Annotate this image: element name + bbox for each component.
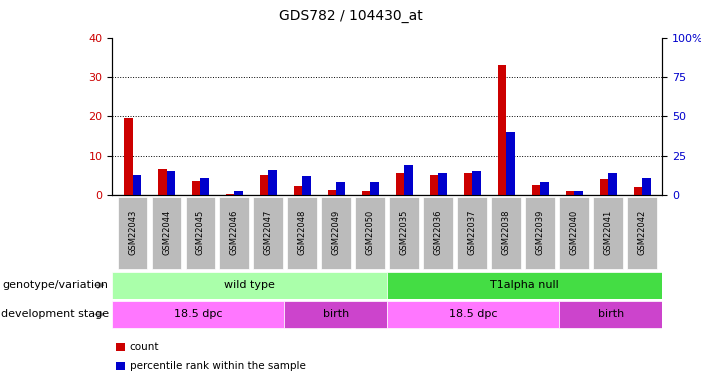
Text: wild type: wild type (224, 280, 275, 290)
Text: GSM22048: GSM22048 (298, 210, 307, 255)
Bar (387, 301, 559, 328)
Bar (186, 196, 215, 268)
Text: GSM22039: GSM22039 (536, 210, 545, 255)
Text: GSM22050: GSM22050 (366, 210, 375, 255)
Text: GSM22045: GSM22045 (196, 210, 205, 255)
Bar (226, 194, 234, 195)
Bar (118, 196, 147, 268)
Bar (112, 272, 387, 298)
Bar (200, 178, 209, 195)
Text: development stage: development stage (1, 309, 109, 320)
Text: GSM22035: GSM22035 (400, 210, 409, 255)
Text: GSM22040: GSM22040 (570, 210, 578, 255)
Bar (268, 170, 277, 195)
Bar (506, 132, 515, 195)
Bar (540, 182, 549, 195)
Bar (566, 191, 574, 195)
Text: birth: birth (598, 309, 624, 320)
Text: birth: birth (322, 309, 349, 320)
Bar (642, 178, 651, 195)
Bar (321, 196, 351, 268)
Bar (430, 176, 438, 195)
Text: GSM22037: GSM22037 (468, 210, 477, 255)
Bar (254, 196, 283, 268)
Bar (599, 179, 608, 195)
Bar (574, 191, 583, 195)
Bar (355, 196, 386, 268)
Bar (627, 196, 657, 268)
Text: GSM22041: GSM22041 (604, 210, 613, 255)
Bar (396, 173, 404, 195)
Text: count: count (130, 342, 159, 352)
Bar (158, 170, 167, 195)
Bar (457, 196, 487, 268)
Bar (192, 181, 200, 195)
Bar (423, 196, 454, 268)
Text: T1alpha null: T1alpha null (491, 280, 559, 290)
Bar (531, 185, 540, 195)
Bar (234, 191, 243, 195)
Bar (151, 196, 182, 268)
Text: 18.5 dpc: 18.5 dpc (449, 309, 498, 320)
Text: GSM22046: GSM22046 (230, 210, 239, 255)
Bar (389, 196, 419, 268)
Bar (559, 196, 589, 268)
Bar (112, 301, 284, 328)
Bar (132, 176, 141, 195)
Bar (559, 301, 662, 328)
Bar (284, 301, 387, 328)
Bar (593, 196, 623, 268)
Bar (464, 173, 472, 195)
Bar (124, 118, 132, 195)
Bar (387, 272, 662, 298)
Text: GSM22044: GSM22044 (162, 210, 171, 255)
Bar (525, 196, 555, 268)
Text: genotype/variation: genotype/variation (3, 280, 109, 290)
Bar (498, 65, 506, 195)
Bar (328, 190, 336, 195)
Bar (167, 171, 175, 195)
Bar (287, 196, 318, 268)
Bar (219, 196, 250, 268)
Text: GSM22036: GSM22036 (434, 210, 443, 255)
Bar (472, 171, 481, 195)
Bar (404, 165, 413, 195)
Bar (438, 173, 447, 195)
Text: GSM22042: GSM22042 (638, 210, 646, 255)
Text: 18.5 dpc: 18.5 dpc (174, 309, 222, 320)
Text: GSM22038: GSM22038 (502, 210, 511, 255)
Text: percentile rank within the sample: percentile rank within the sample (130, 361, 306, 370)
Text: GDS782 / 104430_at: GDS782 / 104430_at (278, 9, 423, 23)
Bar (260, 176, 268, 195)
Bar (362, 191, 370, 195)
Bar (491, 196, 521, 268)
Bar (634, 187, 642, 195)
Text: GSM22049: GSM22049 (332, 210, 341, 255)
Bar (302, 176, 311, 195)
Bar (608, 173, 617, 195)
Bar (294, 186, 302, 195)
Bar (336, 182, 345, 195)
Text: GSM22043: GSM22043 (128, 210, 137, 255)
Text: GSM22047: GSM22047 (264, 210, 273, 255)
Bar (370, 182, 379, 195)
